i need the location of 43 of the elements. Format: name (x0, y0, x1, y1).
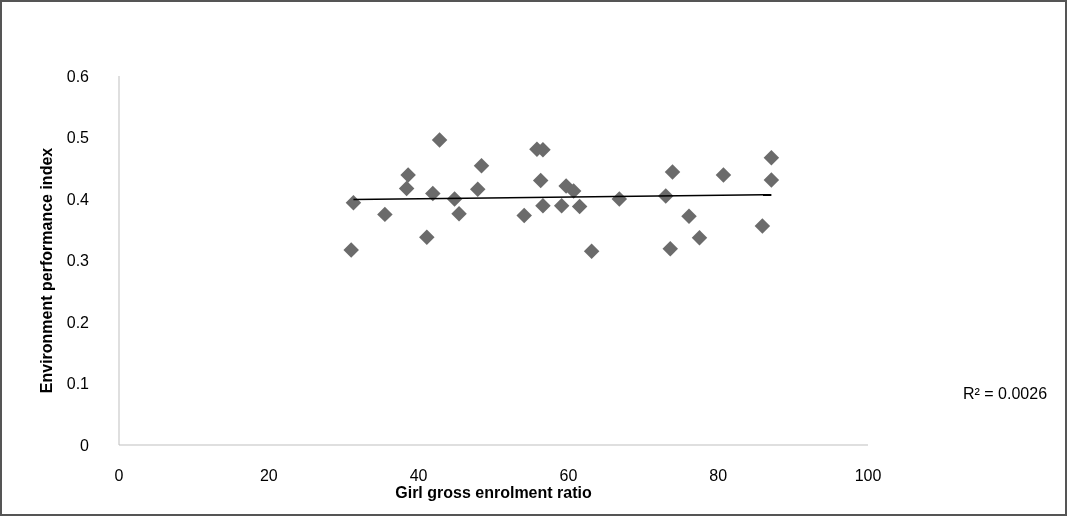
point (345, 194, 362, 211)
y-tick-label: 0.5 (66, 129, 90, 147)
point (473, 158, 490, 174)
point (754, 218, 771, 234)
point (470, 181, 486, 197)
point (715, 167, 732, 183)
point (535, 198, 551, 214)
y-tick-label: 0 (80, 436, 90, 454)
point (691, 230, 708, 246)
point (571, 198, 588, 215)
point (343, 242, 359, 258)
y-tick-label: 0.4 (66, 190, 90, 208)
text: R² = 0.0026 (962, 385, 1048, 402)
point (763, 150, 780, 166)
y-tick-label: 0.6 (66, 67, 90, 85)
point (681, 208, 697, 224)
point (451, 206, 467, 222)
x-tick-label: 0 (114, 467, 124, 484)
point (532, 172, 549, 189)
point (425, 185, 441, 202)
x-axis-title: Girl gross enrolment ratio (395, 484, 592, 501)
point (553, 198, 570, 214)
point (583, 243, 600, 260)
point (400, 167, 416, 183)
x-tick-label: 60 (559, 467, 578, 484)
point (377, 206, 393, 223)
x-tick-label: 100 (854, 467, 882, 484)
point (662, 241, 679, 257)
point (516, 207, 532, 224)
point (431, 132, 448, 148)
y-tick-label: 0.2 (66, 313, 90, 331)
y-axis-title: Environment performance index (38, 147, 55, 394)
point (763, 172, 780, 188)
point (398, 180, 415, 197)
point (611, 191, 628, 207)
point (419, 229, 435, 245)
point (565, 183, 582, 199)
point (664, 164, 681, 180)
x-tick-label: 20 (259, 467, 278, 484)
y-tick-label: 0.3 (66, 252, 90, 270)
x-tick-label: 40 (409, 467, 428, 484)
y-tick-label: 0.1 (66, 375, 90, 393)
x-tick-label: 80 (709, 467, 728, 484)
